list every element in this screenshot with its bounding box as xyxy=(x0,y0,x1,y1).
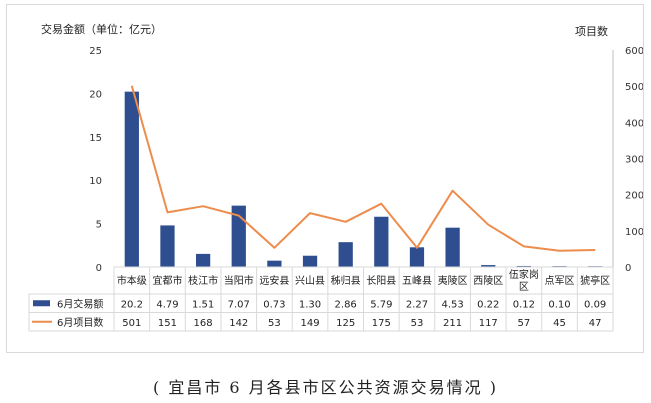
line-series-projects xyxy=(130,85,596,252)
bar-0 xyxy=(124,91,139,267)
table-cell-1-4: 53 xyxy=(268,318,281,329)
category-label-11-a: 伍家岗 xyxy=(509,268,539,281)
category-label-4: 远安县 xyxy=(259,274,289,287)
table-cell-1-2: 168 xyxy=(194,318,213,329)
y-tick-label-1: 5 xyxy=(96,220,102,231)
table-cell-1-7: 175 xyxy=(372,318,391,329)
y2-tick-label-4: 400 xyxy=(625,118,643,129)
category-label-0: 市本级 xyxy=(117,274,147,287)
bar-9 xyxy=(445,227,460,267)
table-cell-1-3: 142 xyxy=(229,318,248,329)
table-cell-1-12: 45 xyxy=(553,318,566,329)
category-label-6: 秭归县 xyxy=(331,274,361,287)
category-label-13: 猇亭区 xyxy=(580,274,610,287)
table-cell-1-0: 501 xyxy=(122,318,141,329)
right-axis-title: 项目数 xyxy=(575,25,608,38)
y2-tick-label-2: 200 xyxy=(625,191,643,202)
y2-tick-label-0: 0 xyxy=(625,263,631,274)
left-axis-title: 交易金额（单位：亿元） xyxy=(41,23,162,36)
y2-tick-label-6: 600 xyxy=(625,46,643,57)
category-label-12: 点军区 xyxy=(545,275,575,287)
y-tick-label-3: 15 xyxy=(89,133,102,144)
table-cell-0-0: 20.2 xyxy=(121,299,143,310)
combo-chart: 0 5 10 15 20 25 0 100 200 300 400 500 600 市本级 宜都市 枝江市 当阳… xyxy=(28,46,643,332)
table-cell-0-10: 0.22 xyxy=(477,299,499,310)
legend-label-0: 6月交易额 xyxy=(57,297,103,310)
table-cell-0-9: 4.53 xyxy=(441,299,463,310)
chart-caption: ( 宜昌市 6 月各县市区公共资源交易情况 ) xyxy=(152,378,498,397)
bar-6 xyxy=(338,242,353,267)
table-cell-0-11: 0.12 xyxy=(513,299,535,310)
bar-10 xyxy=(481,265,496,267)
category-label-2: 枝江市 xyxy=(188,274,218,287)
table-cell-0-4: 0.73 xyxy=(263,299,285,310)
bar-3 xyxy=(231,205,246,267)
table-cell-0-7: 5.79 xyxy=(370,299,392,310)
table-cell-0-12: 0.10 xyxy=(548,299,570,310)
bar-7 xyxy=(374,216,389,267)
category-label-8: 五峰县 xyxy=(402,275,432,287)
table-cell-1-1: 151 xyxy=(158,318,177,329)
category-label-1: 宜都市 xyxy=(152,274,182,287)
table-cell-1-10: 117 xyxy=(479,318,498,329)
table-cell-1-11: 57 xyxy=(518,318,531,329)
category-label-11-b: 区 xyxy=(519,281,529,293)
y-tick-label-2: 10 xyxy=(89,176,102,187)
bar-2 xyxy=(195,253,211,267)
table-cell-1-9: 211 xyxy=(443,318,462,329)
category-label-7: 长阳县 xyxy=(366,275,396,287)
table-cell-1-8: 53 xyxy=(411,318,424,329)
chart-frame: 交易金额（单位：亿元） 项目数 0 5 10 15 20 25 0 100 200 300 400 5… xyxy=(6,4,644,353)
table-cell-0-5: 1.30 xyxy=(299,299,321,310)
bar-4 xyxy=(267,260,282,267)
category-label-5: 兴山县 xyxy=(295,275,325,287)
y-tick-label-5: 25 xyxy=(89,46,102,57)
y-tick-label-4: 20 xyxy=(89,89,102,100)
bar-11 xyxy=(516,265,532,267)
legend-label-1: 6月项目数 xyxy=(57,316,103,329)
table-cell-1-6: 125 xyxy=(336,318,355,329)
table-cell-0-2: 1.51 xyxy=(192,299,214,310)
legend-key-bar xyxy=(33,300,50,307)
table-cell-0-3: 7.07 xyxy=(228,299,250,310)
bar-5 xyxy=(302,255,318,267)
table-cell-1-13: 47 xyxy=(589,318,602,329)
y-tick-label-0: 0 xyxy=(96,263,102,274)
table-cell-0-6: 2.86 xyxy=(335,299,357,310)
bar-1 xyxy=(160,225,175,267)
bar-8 xyxy=(409,247,425,267)
y2-tick-label-1: 100 xyxy=(625,227,643,238)
category-label-9: 夷陵区 xyxy=(438,274,468,287)
table-cell-1-5: 149 xyxy=(300,318,319,329)
category-label-10: 西陵区 xyxy=(473,275,503,287)
table-cell-0-13: 0.09 xyxy=(584,299,606,310)
y2-tick-label-5: 500 xyxy=(625,82,643,93)
y2-tick-label-3: 300 xyxy=(625,155,643,166)
table-cell-0-1: 4.79 xyxy=(156,299,178,310)
category-label-3: 当阳市 xyxy=(224,274,254,287)
table-cell-0-8: 2.27 xyxy=(406,299,428,310)
